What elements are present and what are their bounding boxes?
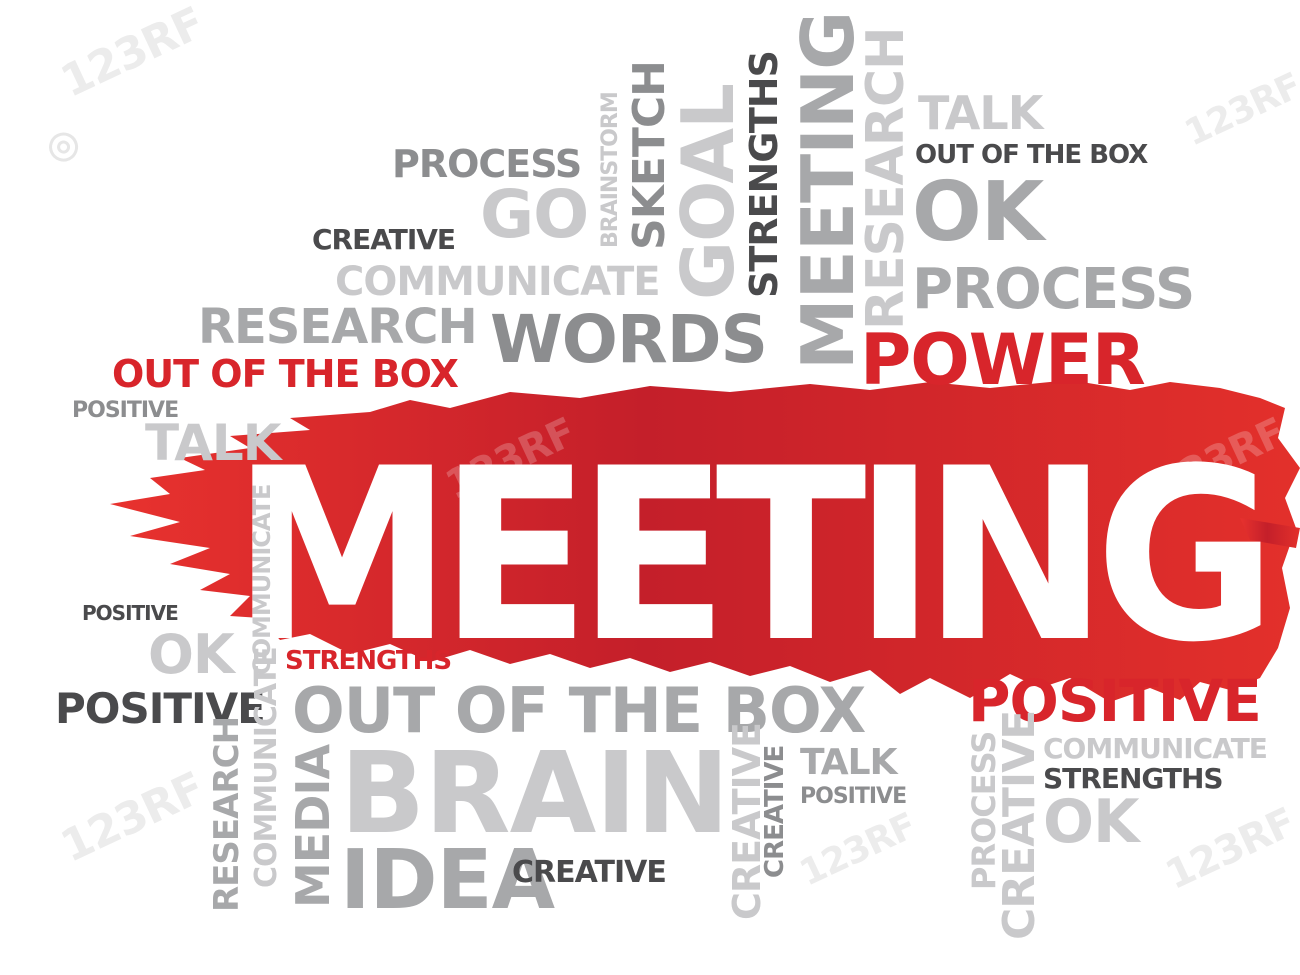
word-media: MEDIA: [286, 744, 340, 908]
watermark-text: 123RF: [53, 0, 212, 108]
word-positive: POSITIVE: [82, 601, 179, 625]
word-go: GO: [480, 176, 589, 253]
word-ok-left: OK: [148, 623, 235, 686]
word-communicate-right: COMMUNICATE: [1043, 732, 1268, 765]
word-brainstorm: BRAINSTORM: [598, 92, 623, 248]
headline-meeting: MEETING: [232, 418, 1277, 695]
word-talk: TALK: [918, 86, 1043, 140]
word-positive-red: POSITIVE: [968, 667, 1262, 735]
watermark-text: 123RF: [1158, 799, 1300, 899]
watermark-text: 123RF: [793, 805, 923, 895]
word-creative: CREATIVE: [512, 855, 667, 890]
word-creative: CREATIVE: [312, 223, 456, 256]
word-out-of-the-box-red: OUT OF THE BOX: [112, 352, 459, 396]
word-strengths-right: STRENGTHS: [1043, 762, 1224, 795]
word-communicate-vertical: COMMUNICATE: [249, 647, 284, 888]
word-research-vertical: RESEARCH: [856, 27, 916, 330]
word-positive: POSITIVE: [72, 398, 179, 423]
word-out-of-the-box-bottom: OUT OF THE BOX: [292, 674, 866, 747]
word-strengths: STRENGTHS: [742, 51, 786, 298]
word-strengths-red: STRENGTHS: [285, 646, 452, 676]
word-positive-bottom: POSITIVE: [800, 784, 907, 809]
word-meeting-vertical: MEETING: [786, 11, 870, 370]
word-positive-big: POSITIVE: [55, 684, 266, 733]
word-goal: GOAL: [666, 84, 750, 300]
watermark-text: 123RF: [1178, 65, 1300, 155]
word-brain: BRAIN: [340, 729, 730, 859]
word-ok-right: OK: [1043, 787, 1139, 857]
word-creative-vertical: CREATIVE: [760, 745, 790, 878]
watermark-logo-1: [49, 132, 79, 162]
word-out-of-the-box: OUT OF THE BOX: [915, 140, 1148, 170]
word-communicate: COMMUNICATE: [335, 259, 661, 305]
word-research-vertical: RESEARCH: [207, 716, 247, 912]
red-brush-stroke: [110, 380, 1300, 702]
word-ok: OK: [912, 165, 1044, 260]
word-power: POWER: [860, 319, 1146, 401]
word-research: RESEARCH: [198, 299, 478, 355]
word-words: WORDS: [490, 301, 768, 378]
word-process-right: PROCESS: [912, 257, 1195, 322]
word-communicate-vertical: COMMUNICATE: [248, 484, 276, 675]
word-talk-bottom: TALK: [800, 742, 897, 783]
word-talk-left: TALK: [145, 414, 282, 472]
word-creative-vertical: CREATIVE: [994, 710, 1045, 940]
watermark-text: 123RF: [53, 762, 212, 873]
word-idea: IDEA: [340, 833, 555, 928]
word-process: PROCESS: [392, 142, 582, 186]
